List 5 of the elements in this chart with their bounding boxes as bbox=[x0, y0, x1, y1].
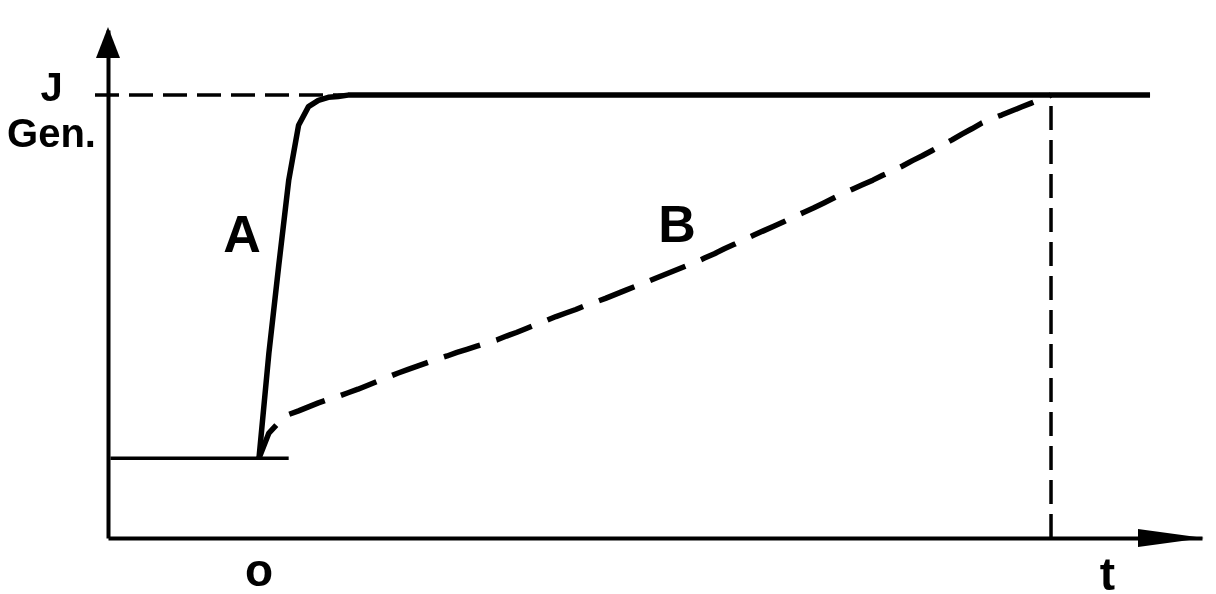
text: o bbox=[244, 544, 274, 594]
series-label: B bbox=[658, 195, 696, 254]
ref-line-label: J Gen. bbox=[7, 64, 96, 155]
series-label: A bbox=[223, 204, 261, 263]
x-axis-title: t bbox=[1099, 547, 1116, 594]
